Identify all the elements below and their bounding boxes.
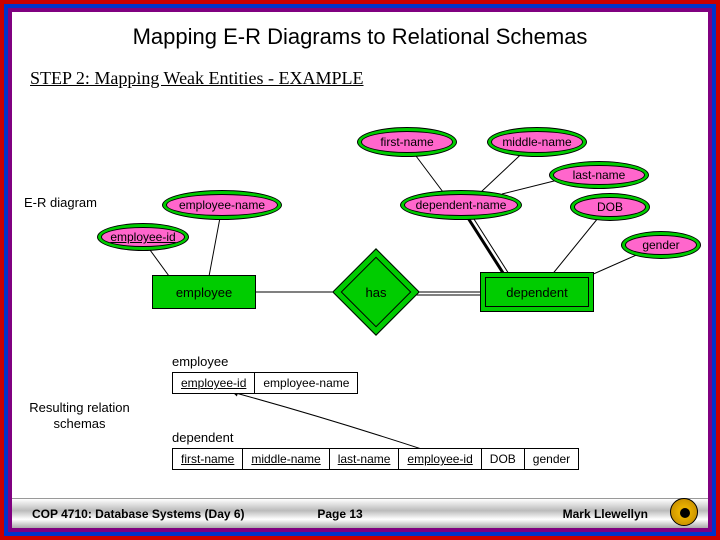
attr-gender: gender <box>621 231 701 259</box>
footer-bar: COP 4710: Database Systems (Day 6) Page … <box>12 498 708 528</box>
footer-left: COP 4710: Database Systems (Day 6) <box>12 507 317 521</box>
attr-employee-id: employee-id <box>97 223 189 251</box>
entity-dependent: dependent <box>480 272 594 312</box>
attr-dob: DOB <box>570 193 650 221</box>
table-dependent-label: dependent <box>172 430 233 445</box>
er-diagram-label: E-R diagram <box>24 195 97 210</box>
table-employee-label: employee <box>172 354 228 369</box>
relationship-has: has <box>345 261 407 323</box>
attr-last-name: last-name <box>549 161 649 189</box>
resulting-label: Resulting relation schemas <box>22 400 137 431</box>
attr-employee-name: employee-name <box>162 190 282 220</box>
er-diagram-area: E-R diagram first-name middle-name last-… <box>12 117 708 352</box>
footer-center: Page 13 <box>317 507 362 521</box>
footer-right: Mark Llewellyn <box>363 507 708 521</box>
attr-middle-name: middle-name <box>487 127 587 157</box>
entity-employee: employee <box>152 275 256 309</box>
step-subtitle: STEP 2: Mapping Weak Entities - EXAMPLE <box>30 68 708 89</box>
table-dependent: first-name middle-name last-name employe… <box>172 448 579 470</box>
ucf-logo-icon <box>670 498 698 526</box>
table-employee: employee-id employee-name <box>172 372 358 394</box>
attr-first-name: first-name <box>357 127 457 157</box>
relation-tables-area: Resulting relation schemas employee empl… <box>12 352 708 502</box>
page-title: Mapping E-R Diagrams to Relational Schem… <box>12 24 708 50</box>
attr-dependent-name: dependent-name <box>400 190 522 220</box>
